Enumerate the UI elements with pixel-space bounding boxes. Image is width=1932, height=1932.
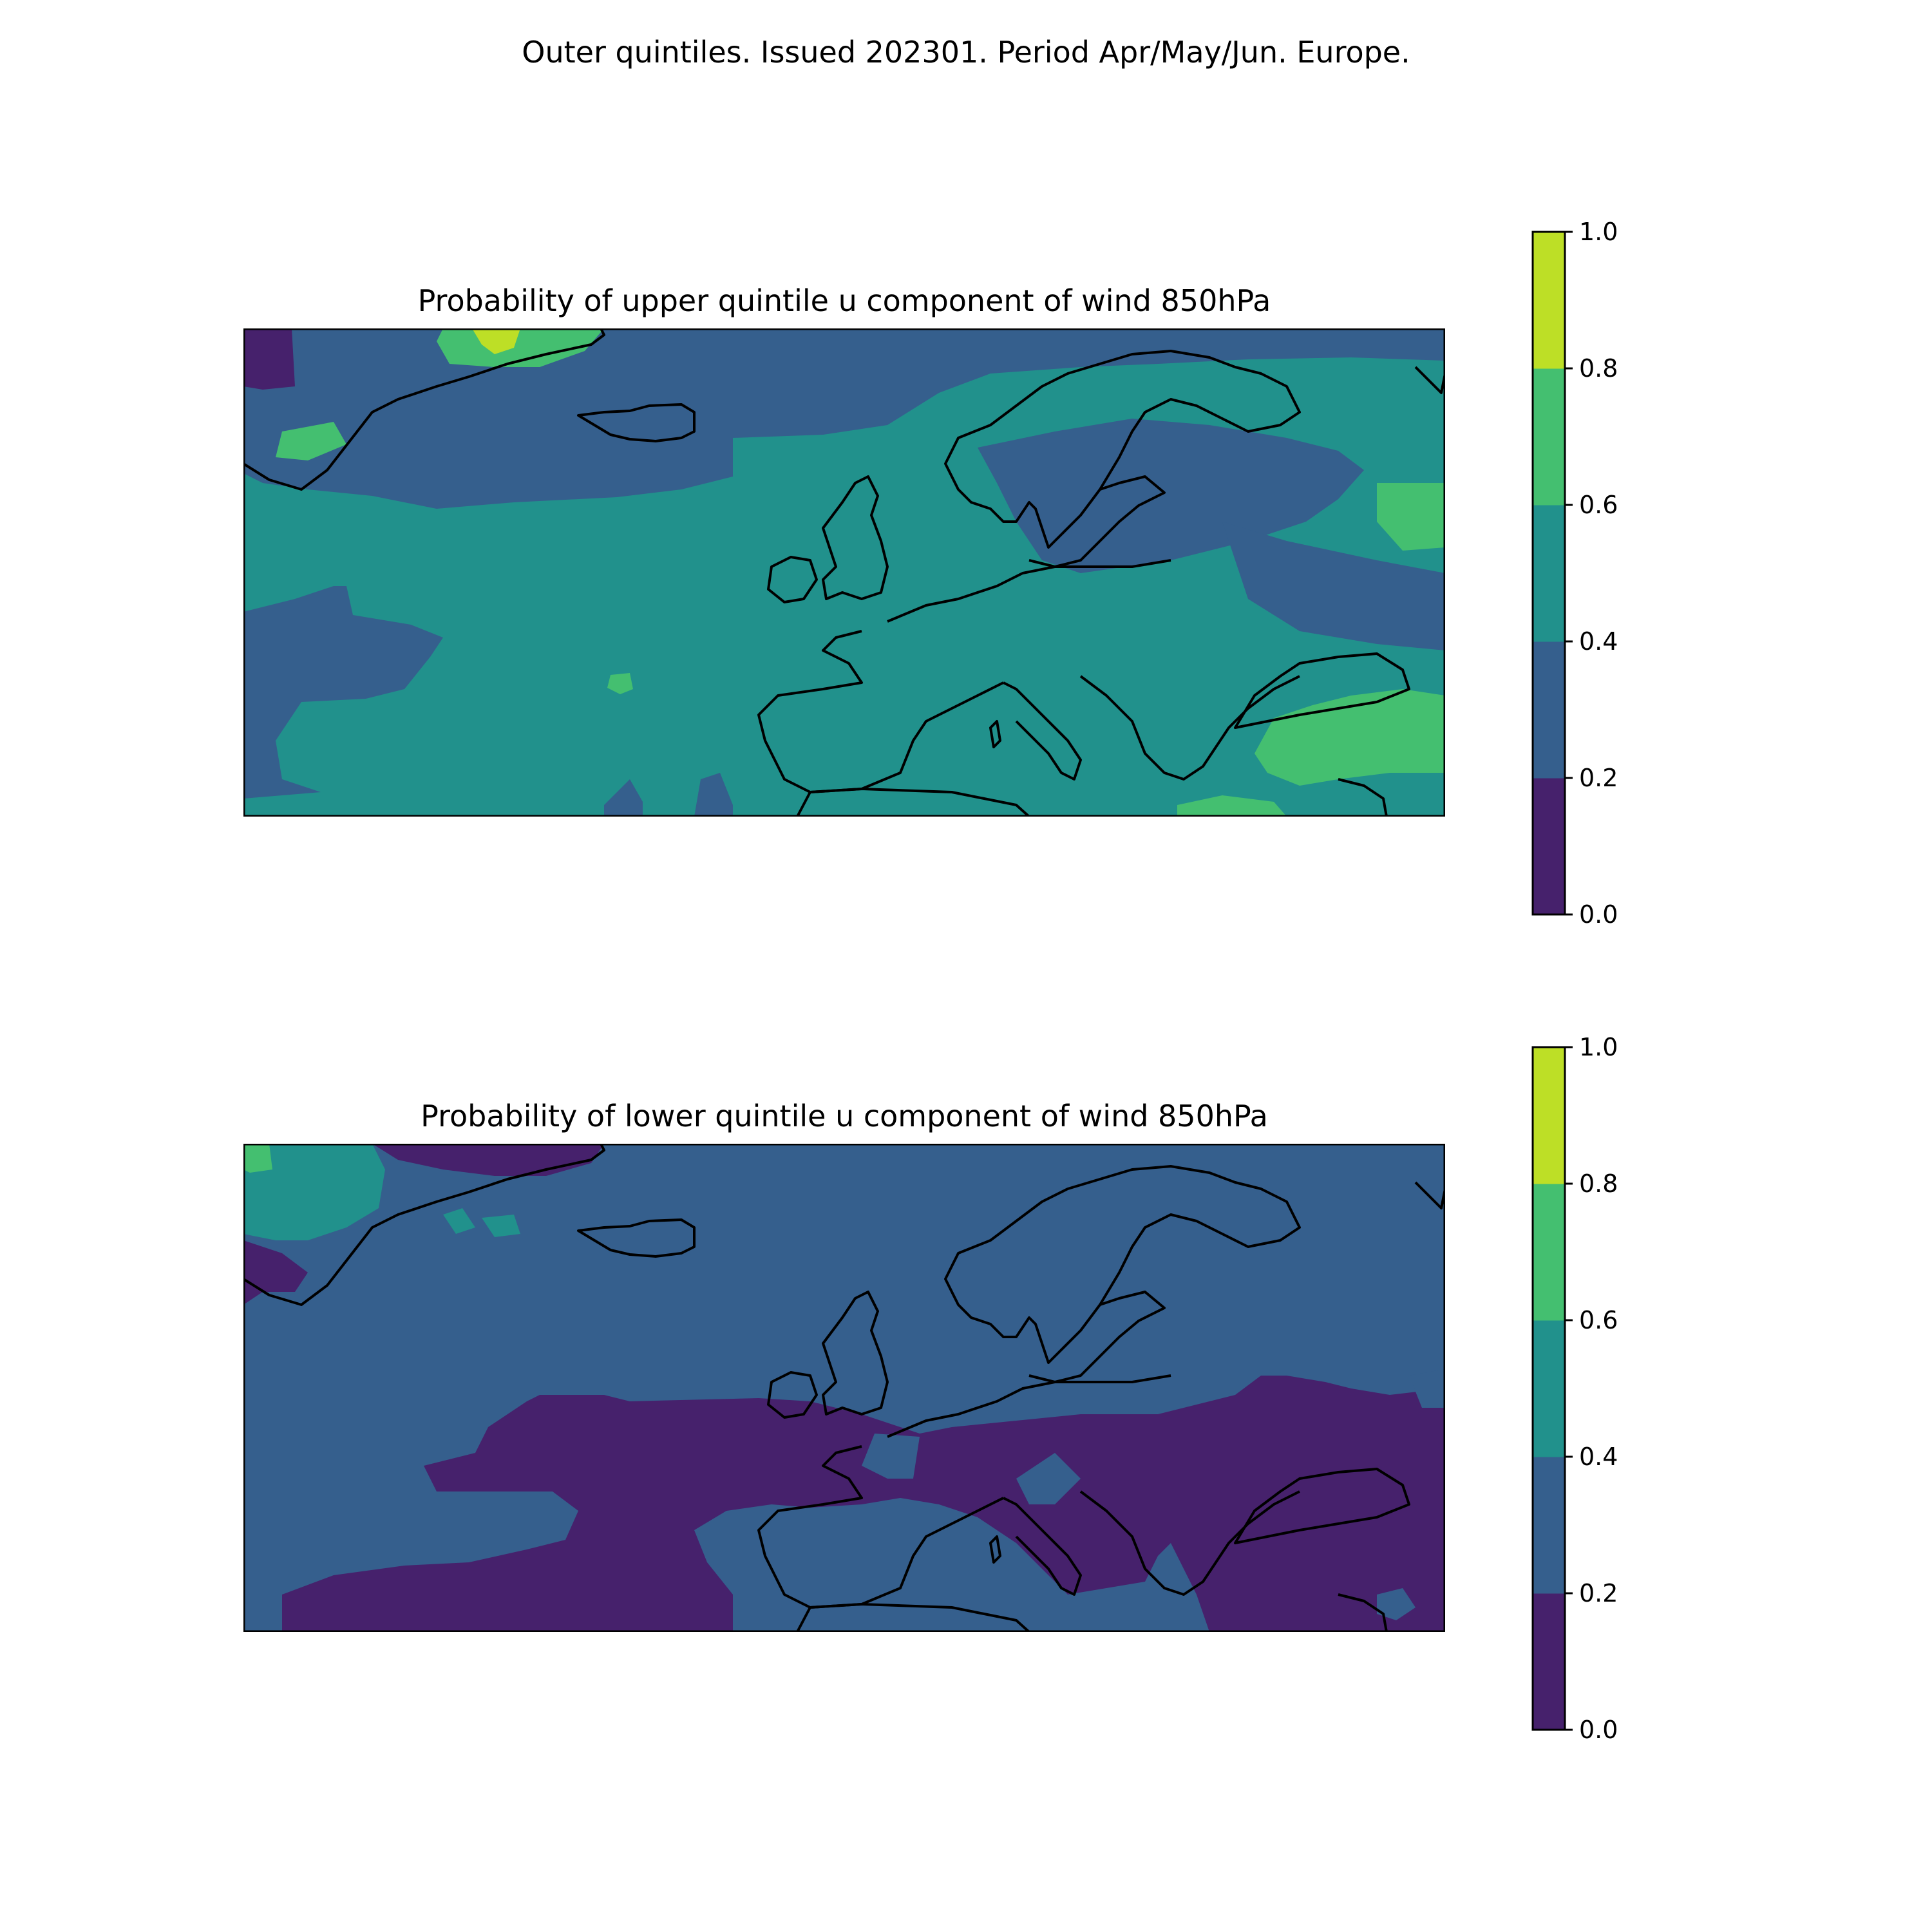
field-0.2-0.4-baltic (978, 419, 1364, 573)
coastlines (243, 1144, 1445, 1632)
colorbar-tick-label: 0.6 (1579, 1306, 1618, 1334)
coastline-italy (1003, 681, 1082, 781)
colorbar-tick-label: 0.4 (1579, 627, 1618, 656)
coastline-iberia (757, 630, 1004, 793)
field-0.2-0.4-east-edge (1409, 1369, 1445, 1408)
field-0.4-0.6-greenland (243, 1144, 385, 1240)
field-0.2-0.4-bay (862, 1434, 920, 1479)
coastline-continent (887, 559, 1171, 623)
figure-suptitle: Outer quintiles. Issued 202301. Period A… (522, 35, 1410, 70)
colorbar-tick-label: 0.8 (1579, 1170, 1618, 1198)
field-0.4-0.6-coast (443, 1208, 475, 1234)
coastline-sardinia (989, 1535, 1001, 1564)
colorbar-tick-label: 0.8 (1579, 354, 1618, 383)
field-0.2-0.4-east (1222, 522, 1445, 650)
colorbar-tick-label: 0.2 (1579, 1579, 1618, 1607)
coastline-scandinavia (944, 350, 1301, 549)
field-0.2-0.4-north (243, 328, 1445, 509)
coastline-scandinavia (944, 1165, 1301, 1364)
coastline-italy (1003, 1497, 1082, 1596)
colorbar-segment (1533, 778, 1565, 915)
coastline-iberia (757, 1445, 1004, 1609)
coastline-ireland (767, 556, 818, 603)
coastline-ireland (767, 1371, 818, 1419)
field-0.6-0.8-greenland-corner (243, 1144, 272, 1173)
map-frame (243, 328, 1445, 817)
colorbar-segment (1533, 641, 1565, 779)
field-0.2-0.4-france (1016, 1453, 1081, 1504)
colorbar-tick-label: 1.0 (1579, 1033, 1618, 1061)
colorbar-frame (1531, 231, 1566, 916)
colorbar-segment (1533, 1320, 1565, 1457)
coastline-levant (1338, 1593, 1388, 1632)
coastline-baltic (1028, 1291, 1166, 1383)
colorbar-tick-label: 1.0 (1579, 218, 1618, 246)
coastline-baltic (1028, 475, 1166, 568)
coastline-iceland (577, 1218, 696, 1258)
field-0.0-0.2-north (372, 1144, 604, 1176)
colorbar-segment (1533, 232, 1565, 369)
colorbar-frame (1531, 1046, 1566, 1731)
field-0.8-1.0-peak (472, 328, 520, 354)
coastline-iceland (577, 403, 696, 442)
field-0.0-0.2-greenland (243, 328, 295, 390)
colorbar-tick-label: 0.0 (1579, 900, 1618, 929)
field-0.2-0.4-levant (1377, 1588, 1416, 1620)
field-0.6-0.8-levant (1177, 795, 1287, 817)
colorbar-tick-label: 0.6 (1579, 491, 1618, 519)
field-0.6-0.8-caspian (1377, 483, 1445, 551)
upper-quintile-map (243, 328, 1445, 817)
colorbar-tick-label: 0.2 (1579, 764, 1618, 792)
colorbar-tick-label: 0.4 (1579, 1443, 1618, 1471)
coastline-africa (796, 1603, 1030, 1632)
colorbar-segment (1533, 1457, 1565, 1594)
colorbar-segment (1533, 505, 1565, 642)
coastline-balkans (1079, 675, 1300, 781)
colorbar-segment (1533, 1593, 1565, 1730)
field-0.2-0.4-west-atlantic (243, 586, 443, 799)
coastlines (243, 328, 1445, 817)
coastline-britain (822, 475, 889, 600)
lower-quintile-map (243, 1144, 1445, 1632)
coastline-levant (1338, 778, 1388, 817)
coastline-africa (796, 788, 1030, 817)
lower-panel-title: Probability of lower quintile u componen… (421, 1099, 1268, 1133)
coastline-balkans (1079, 1490, 1300, 1596)
colorbar-segment (1533, 1047, 1565, 1184)
field-0.2-0.4-south-1 (604, 779, 643, 817)
coastline-black-sea (1234, 1468, 1410, 1544)
coastline-continent (887, 1374, 1171, 1438)
field-0.2-0.4-south-2 (694, 773, 733, 817)
coastline-greenland (243, 328, 605, 491)
lower-colorbar: 0.0 0.2 0.4 0.6 0.8 1.0 (1531, 1033, 1618, 1744)
map-frame (243, 1144, 1445, 1632)
colorbar-tick-label: 0.0 (1579, 1716, 1618, 1744)
field-0.2-0.4-iberia-cut (694, 1498, 1209, 1632)
coastline-black-sea (1234, 652, 1410, 729)
coastline-greenland (243, 1144, 605, 1306)
field-0.6-0.8-north-west (276, 422, 346, 460)
upper-panel-title: Probability of upper quintile u componen… (417, 283, 1271, 318)
colorbar-segment (1533, 1184, 1565, 1321)
colorbar-segment (1533, 368, 1565, 506)
upper-colorbar: 0.0 0.2 0.4 0.6 0.8 1.0 (1531, 218, 1618, 929)
coastline-britain (822, 1291, 889, 1416)
field-0.4-0.6-iceland-strait (482, 1215, 520, 1237)
field-0.6-0.8-atlantic-spot (607, 673, 633, 694)
coastline-sardinia (989, 720, 1001, 748)
